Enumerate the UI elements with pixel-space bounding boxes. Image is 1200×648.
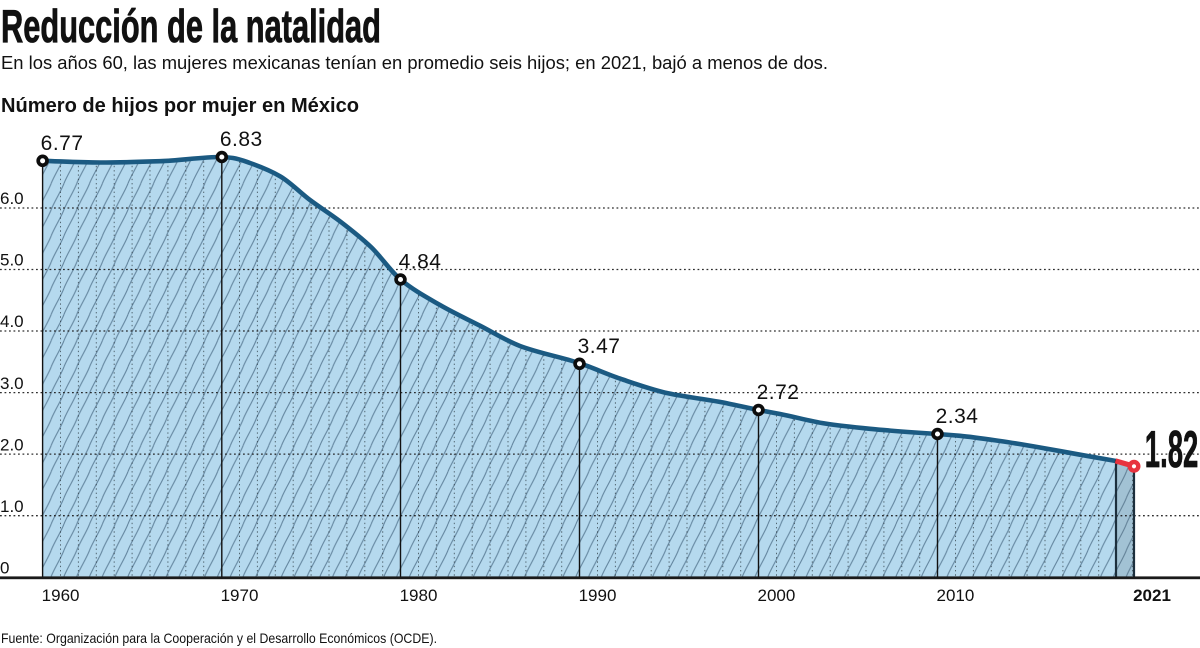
svg-text:3.47: 3.47 — [578, 335, 621, 358]
svg-text:1980: 1980 — [400, 586, 438, 605]
svg-text:1960: 1960 — [42, 586, 80, 605]
svg-text:1.0: 1.0 — [0, 497, 24, 516]
svg-text:1990: 1990 — [579, 586, 617, 605]
svg-text:6.0: 6.0 — [0, 189, 24, 208]
svg-text:0: 0 — [0, 559, 9, 578]
svg-text:6.77: 6.77 — [41, 132, 84, 155]
svg-text:1.82: 1.82 — [1145, 421, 1199, 479]
svg-text:3.0: 3.0 — [0, 374, 24, 393]
svg-text:2010: 2010 — [936, 586, 974, 605]
svg-text:Fuente: Organización para la C: Fuente: Organización para la Cooperación… — [1, 630, 437, 646]
svg-text:4.84: 4.84 — [399, 251, 442, 274]
svg-text:Reducción de la natalidad: Reducción de la natalidad — [1, 0, 381, 52]
svg-text:Número de hijos por mujer en M: Número de hijos por mujer en México — [1, 95, 359, 117]
svg-text:1970: 1970 — [221, 586, 259, 605]
svg-text:2.72: 2.72 — [757, 381, 800, 404]
svg-text:2.0: 2.0 — [0, 435, 24, 454]
svg-text:En los años 60, las mujeres me: En los años 60, las mujeres mexicanas te… — [1, 52, 828, 73]
svg-text:4.0: 4.0 — [0, 312, 24, 331]
svg-text:2021: 2021 — [1133, 586, 1171, 605]
svg-text:2000: 2000 — [757, 586, 795, 605]
svg-text:2.34: 2.34 — [936, 405, 979, 428]
svg-text:5.0: 5.0 — [0, 251, 24, 270]
svg-text:6.83: 6.83 — [220, 128, 263, 151]
